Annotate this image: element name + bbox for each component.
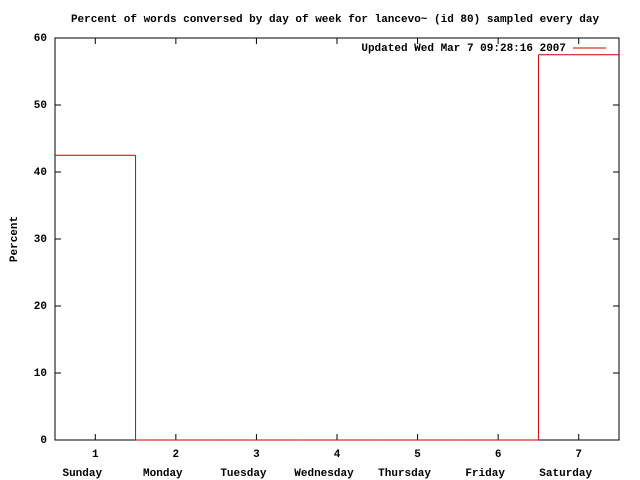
y-tick-label: 10 (34, 368, 47, 380)
category-label: Tuesday (220, 468, 267, 480)
chart-title: Percent of words conversed by day of wee… (71, 14, 599, 26)
category-label: Sunday (62, 468, 102, 480)
x-tick-label: 2 (173, 449, 180, 461)
x-tick-label: 3 (253, 449, 260, 461)
category-label: Thursday (378, 468, 431, 480)
legend-label: Updated Wed Mar 7 09:28:16 2007 (361, 43, 566, 55)
y-tick-label: 0 (40, 435, 47, 447)
x-tick-label: 7 (575, 449, 582, 461)
category-label: Wednesday (294, 468, 354, 480)
y-tick-label: 20 (34, 301, 47, 313)
y-axis-label: Percent (9, 216, 21, 262)
category-label: Friday (465, 468, 505, 480)
plot-frame (54, 37, 620, 441)
category-label: Saturday (539, 468, 592, 480)
y-tick-label: 50 (34, 100, 47, 112)
y-tick-label: 60 (34, 33, 47, 45)
x-tick-label: 1 (92, 449, 99, 461)
y-tick-label: 40 (34, 167, 47, 179)
category-label: Monday (143, 468, 183, 480)
y-tick-label: 30 (34, 234, 47, 246)
x-tick-label: 4 (334, 449, 341, 461)
x-tick-label: 6 (495, 449, 502, 461)
x-tick-label: 5 (414, 449, 421, 461)
